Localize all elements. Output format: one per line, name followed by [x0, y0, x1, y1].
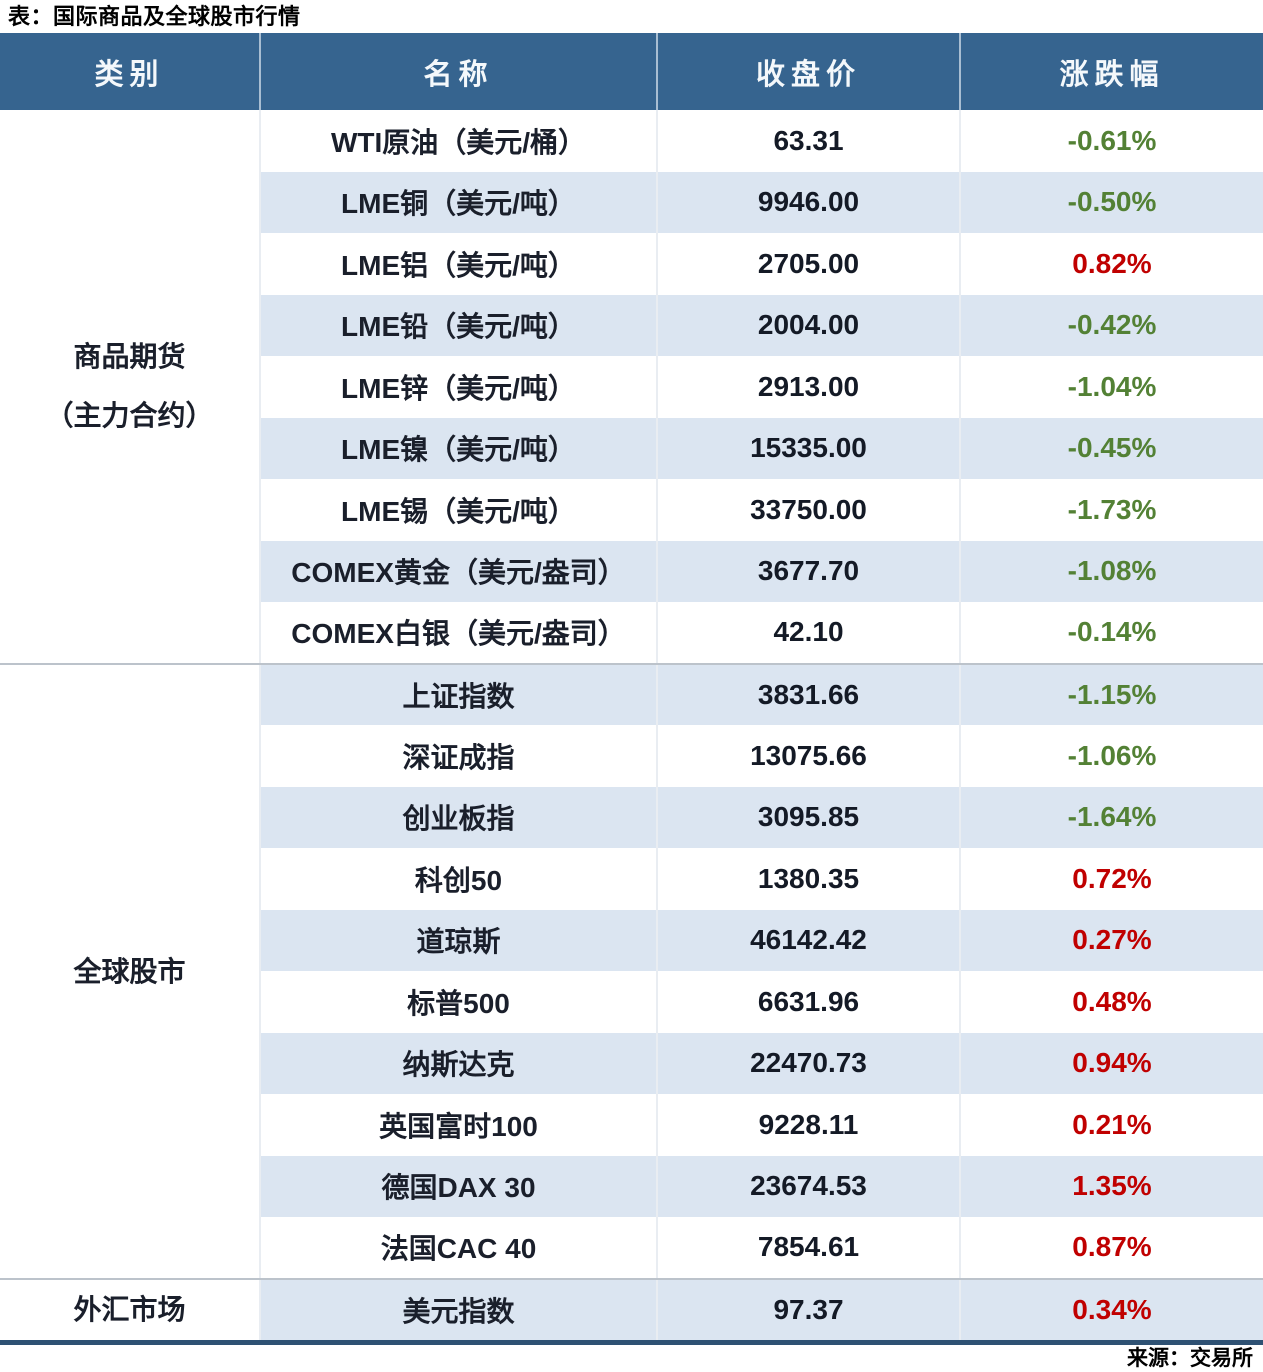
table-row: 商品期货 （主力合约） WTI原油（美元/桶） 63.31 -0.61% [0, 110, 1263, 665]
close-cell: 23674.53 [656, 1155, 960, 1217]
name-cell: 英国富时100 [259, 1094, 657, 1156]
close-cell: 46142.42 [656, 909, 960, 971]
close-cell: 7854.61 [656, 1217, 960, 1280]
change-cell: 0.87% [959, 1217, 1263, 1280]
table-row: 全球股市 上证指数 3831.66 -1.15% [0, 663, 1263, 1280]
name-cell: LME铝（美元/吨） [259, 233, 657, 295]
table-row: 纳斯达克 22470.73 0.94% [0, 1032, 1263, 1094]
name-cell: 道琼斯 [259, 909, 657, 971]
change-cell: -1.06% [959, 725, 1263, 787]
close-cell: 3095.85 [656, 786, 960, 848]
category-label: 全球股市 [73, 955, 186, 987]
table-row: 标普500 6631.96 0.48% [0, 971, 1263, 1033]
col-header-close: 收盘价 [656, 33, 960, 110]
market-table-wrapper: 类别 名称 收盘价 涨跌幅 商品期货 （主力合约） WTI原油（美元/桶） 63… [0, 33, 1263, 1345]
name-cell: 纳斯达克 [259, 1032, 657, 1094]
category-label: 商品期货 [73, 341, 186, 373]
change-cell: 0.27% [959, 909, 1263, 971]
close-cell: 2913.00 [656, 356, 960, 418]
name-cell: LME镍（美元/吨） [259, 417, 657, 479]
close-cell: 3831.66 [656, 663, 960, 725]
name-cell: 法国CAC 40 [259, 1217, 657, 1280]
change-cell: 0.72% [959, 848, 1263, 910]
close-cell: 9228.11 [656, 1094, 960, 1156]
change-cell: -1.73% [959, 479, 1263, 541]
table-row: LME镍（美元/吨） 15335.00 -0.45% [0, 417, 1263, 479]
col-header-category: 类别 [0, 33, 260, 110]
market-table: 类别 名称 收盘价 涨跌幅 商品期货 （主力合约） WTI原油（美元/桶） 63… [0, 33, 1263, 1340]
table-row: 德国DAX 30 23674.53 1.35% [0, 1155, 1263, 1217]
header-row: 类别 名称 收盘价 涨跌幅 [0, 33, 1263, 110]
table-row: LME铜（美元/吨） 9946.00 -0.50% [0, 171, 1263, 233]
change-cell: -1.08% [959, 540, 1263, 602]
name-cell: 德国DAX 30 [259, 1155, 657, 1217]
close-cell: 97.37 [656, 1278, 960, 1340]
change-cell: -0.61% [959, 110, 1263, 172]
name-cell: LME铅（美元/吨） [259, 294, 657, 356]
name-cell: 上证指数 [259, 663, 657, 725]
close-cell: 22470.73 [656, 1032, 960, 1094]
change-cell: 0.34% [959, 1278, 1263, 1340]
change-cell: -1.64% [959, 786, 1263, 848]
change-cell: -0.45% [959, 417, 1263, 479]
change-cell: -0.42% [959, 294, 1263, 356]
change-cell: 1.35% [959, 1155, 1263, 1217]
name-cell: LME锡（美元/吨） [259, 479, 657, 541]
change-cell: 0.21% [959, 1094, 1263, 1156]
table-row: 英国富时100 9228.11 0.21% [0, 1094, 1263, 1156]
category-label: 外汇市场 [73, 1294, 186, 1326]
table-row: 法国CAC 40 7854.61 0.87% [0, 1217, 1263, 1280]
close-cell: 63.31 [656, 110, 960, 172]
close-cell: 9946.00 [656, 171, 960, 233]
name-cell: COMEX白银（美元/盎司） [259, 602, 657, 665]
category-cell-forex: 外汇市场 [0, 1278, 260, 1340]
name-cell: 科创50 [259, 848, 657, 910]
source-label: 来源：交易所 [1127, 1347, 1253, 1370]
close-cell: 6631.96 [656, 971, 960, 1033]
change-cell: -1.15% [959, 663, 1263, 725]
name-cell: LME锌（美元/吨） [259, 356, 657, 418]
category-cell-global-stocks: 全球股市 [0, 663, 260, 1280]
change-cell: -1.04% [959, 356, 1263, 418]
name-cell: 深证成指 [259, 725, 657, 787]
table-row: 深证成指 13075.66 -1.06% [0, 725, 1263, 787]
table-row: LME铝（美元/吨） 2705.00 0.82% [0, 233, 1263, 295]
table-row: 科创50 1380.35 0.72% [0, 848, 1263, 910]
col-header-name: 名称 [259, 33, 657, 110]
name-cell: 美元指数 [259, 1278, 657, 1340]
change-cell: 0.94% [959, 1032, 1263, 1094]
close-cell: 2705.00 [656, 233, 960, 295]
change-cell: 0.48% [959, 971, 1263, 1033]
table-title: 表：国际商品及全球股市行情 [8, 4, 301, 29]
table-row: LME锌（美元/吨） 2913.00 -1.04% [0, 356, 1263, 418]
name-cell: 创业板指 [259, 786, 657, 848]
col-header-change: 涨跌幅 [959, 33, 1263, 110]
close-cell: 2004.00 [656, 294, 960, 356]
name-cell: WTI原油（美元/桶） [259, 110, 657, 172]
close-cell: 33750.00 [656, 479, 960, 541]
name-cell: COMEX黄金（美元/盎司） [259, 540, 657, 602]
category-label: （主力合约） [45, 400, 214, 432]
category-cell-commodity-futures: 商品期货 （主力合约） [0, 110, 260, 665]
table-row: COMEX黄金（美元/盎司） 3677.70 -1.08% [0, 540, 1263, 602]
name-cell: LME铜（美元/吨） [259, 171, 657, 233]
table-row: 道琼斯 46142.42 0.27% [0, 909, 1263, 971]
change-cell: -0.14% [959, 602, 1263, 665]
close-cell: 13075.66 [656, 725, 960, 787]
table-row: COMEX白银（美元/盎司） 42.10 -0.14% [0, 602, 1263, 665]
close-cell: 42.10 [656, 602, 960, 665]
close-cell: 15335.00 [656, 417, 960, 479]
table-row: 创业板指 3095.85 -1.64% [0, 786, 1263, 848]
table-row: 外汇市场 美元指数 97.37 0.34% [0, 1278, 1263, 1340]
change-cell: 0.82% [959, 233, 1263, 295]
close-cell: 3677.70 [656, 540, 960, 602]
name-cell: 标普500 [259, 971, 657, 1033]
change-cell: -0.50% [959, 171, 1263, 233]
table-row: LME锡（美元/吨） 33750.00 -1.73% [0, 479, 1263, 541]
close-cell: 1380.35 [656, 848, 960, 910]
table-row: LME铅（美元/吨） 2004.00 -0.42% [0, 294, 1263, 356]
